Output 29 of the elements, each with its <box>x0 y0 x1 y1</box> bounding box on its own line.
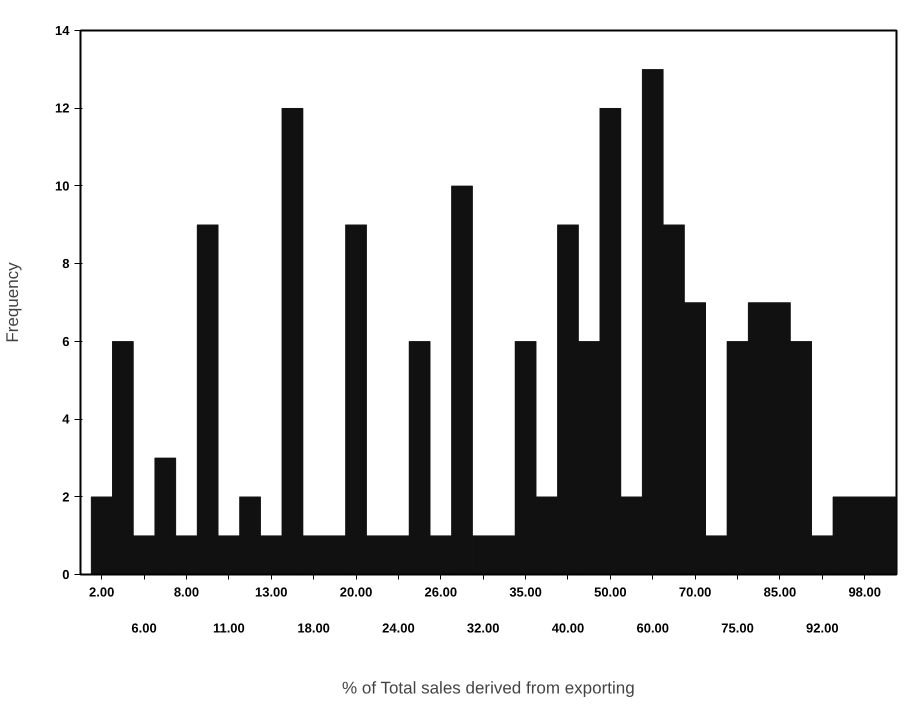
x-tick-label: 32.00 <box>466 620 500 636</box>
y-tick-label: 0 <box>62 567 70 582</box>
y-tick-label: 8 <box>62 256 70 272</box>
y-tick-label: 14 <box>55 23 70 38</box>
x-tick-label: 8.00 <box>174 584 200 600</box>
x-tick-label: 6.00 <box>131 620 157 636</box>
x-axis-title: % of Total sales derived from exporting <box>342 678 635 698</box>
x-tick-label: 24.00 <box>382 620 415 636</box>
x-tick-label: 98.00 <box>848 584 881 600</box>
x-tick-label: 75.00 <box>721 620 754 636</box>
x-tick-label: 2.00 <box>89 584 114 600</box>
y-tick-label: 2 <box>62 489 70 504</box>
x-tick-label: 20.00 <box>340 584 372 600</box>
y-axis-title: Frequency <box>3 262 22 343</box>
y-tick-label: 6 <box>62 334 70 349</box>
x-tick-label: 92.00 <box>806 620 839 636</box>
x-tick-label: 60.00 <box>636 620 670 636</box>
y-tick-label: 12 <box>55 100 70 116</box>
y-tick-label: 4 <box>62 412 70 427</box>
x-tick-label: 35.00 <box>509 584 542 600</box>
y-tick-label: 10 <box>55 178 70 194</box>
x-tick-label: 11.00 <box>212 620 245 636</box>
x-tick-label: 13.00 <box>254 584 288 600</box>
x-tick-label: 70.00 <box>678 584 712 600</box>
x-tick-label: 50.00 <box>594 584 627 600</box>
x-tick-label: 85.00 <box>764 584 796 600</box>
x-tick-label: 26.00 <box>424 584 458 600</box>
x-tick-label: 18.00 <box>297 620 330 636</box>
x-tick-label: 40.00 <box>552 620 584 636</box>
